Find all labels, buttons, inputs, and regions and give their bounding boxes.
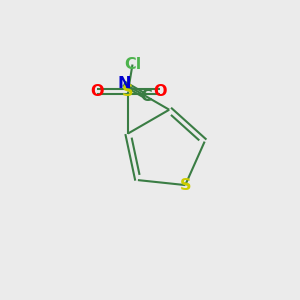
Text: N: N xyxy=(117,76,130,91)
Text: S: S xyxy=(122,84,134,99)
Text: Cl: Cl xyxy=(124,57,141,72)
Text: C: C xyxy=(140,89,152,104)
Text: S: S xyxy=(179,178,191,193)
Text: O: O xyxy=(153,84,166,99)
Text: O: O xyxy=(90,84,103,99)
